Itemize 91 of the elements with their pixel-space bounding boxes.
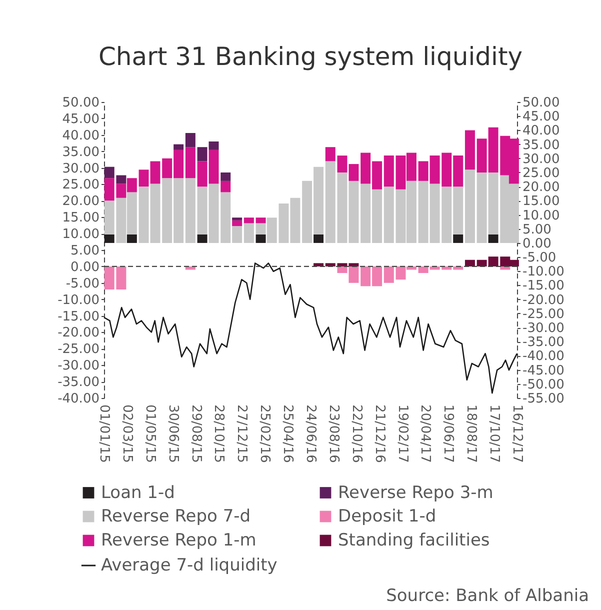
x-tick-label: 18/08/17: [464, 404, 479, 463]
bar: [232, 220, 242, 226]
bar: [256, 218, 266, 224]
bar: [185, 133, 196, 148]
y-tick-label: -40.00: [58, 392, 100, 406]
y2-tick-label: 40.00: [522, 124, 560, 139]
bar: [464, 260, 475, 266]
y2-tick-label: 45.00: [522, 110, 560, 125]
y-tick-label: 45.00: [62, 112, 100, 127]
y-tick-label: -30.00: [58, 358, 100, 374]
x-tick-label: 25/04/16: [280, 404, 296, 463]
y2-tick-label: -10.00: [522, 264, 564, 280]
bar: [314, 234, 324, 243]
legend-label: Reverse Repo 1-m: [101, 530, 256, 550]
y-tick-label: -10.00: [58, 292, 100, 308]
y2-tick-label: 50.00: [522, 96, 560, 110]
x-tick-label: 19/06/17: [440, 404, 456, 463]
bar: [244, 218, 254, 224]
bar: [464, 130, 475, 170]
bar: [453, 234, 464, 243]
y-tick-label: 5.00: [70, 244, 100, 258]
y2-tick-label: -5.00: [522, 250, 556, 266]
bar: [244, 223, 254, 243]
y2-tick-label: 25.00: [522, 166, 560, 181]
y2-tick-label: -50.00: [522, 377, 564, 392]
y2-tick-label: -25.00: [522, 306, 564, 322]
x-tick-label: 27/12/15: [234, 404, 250, 463]
y2-tick-label: -20.00: [522, 292, 564, 308]
x-tick-label: 02/03/15: [119, 404, 134, 463]
y-tick-label: -5.00: [66, 276, 100, 292]
legend-label: Loan 1-d: [101, 482, 175, 503]
bar: [185, 147, 196, 178]
y-tick-label: -15.00: [58, 309, 100, 324]
x-tick-label: 22/10/16: [348, 404, 364, 463]
y2-tick-label: 5.00: [522, 222, 552, 238]
y2-tick-label: -30.00: [522, 321, 564, 336]
line-series: [103, 262, 518, 394]
x-tick-label: 20/04/17: [418, 404, 433, 463]
y-tick-label: 40.00: [62, 128, 100, 144]
bar: [104, 234, 114, 243]
y2-tick-label: 15.00: [522, 194, 560, 210]
y2-tick-label: -55.00: [522, 392, 564, 406]
x-tick-label: 01/05/15: [142, 404, 158, 463]
bar: [314, 263, 324, 266]
x-tick-label: 17/10/17: [486, 404, 502, 463]
x-tick-label: 16/12/17: [510, 404, 524, 463]
y-tick-label: 50.00: [62, 96, 100, 110]
bar: [185, 178, 196, 243]
bar: [174, 144, 184, 150]
y2-tick-label: -45.00: [522, 363, 564, 378]
y-tick-label: -25.00: [58, 342, 100, 358]
y2-tick-label: 10.00: [522, 208, 560, 224]
x-tick-label: 28/10/15: [211, 404, 226, 463]
legend-label: Deposit 1-d: [338, 506, 436, 526]
chart-title: Chart 31 Banking system liquidity: [98, 42, 523, 71]
x-tick-label: 21/12/16: [372, 404, 387, 463]
bar: [232, 218, 242, 220]
legend-label: Reverse Repo 7-d: [101, 506, 251, 526]
x-tick-label: 29/08/15: [188, 404, 204, 463]
y-tick-label: 15.00: [62, 210, 100, 226]
bar: [126, 234, 137, 243]
y2-tick-label: -15.00: [522, 278, 564, 294]
y2-tick-label: 30.00: [522, 152, 560, 167]
y2-tick-label: -40.00: [522, 349, 564, 364]
legend-label: Average 7-d liquidity: [101, 556, 278, 576]
bar: [488, 234, 498, 243]
bar: [256, 234, 266, 243]
legend-label: Standing facilities: [338, 530, 490, 550]
y-tick-label: 30.00: [62, 161, 100, 176]
x-tick-label: 19/02/17: [394, 404, 410, 463]
legend-label: Reverse Repo 3-m: [338, 482, 494, 503]
bar: [220, 172, 231, 181]
y-tick-label: 20.00: [62, 194, 100, 210]
x-tick-label: 30/06/15: [165, 404, 180, 463]
x-tick-label: 01/01/15: [96, 404, 112, 463]
y2-tick-label: 0.00: [522, 236, 552, 252]
y-tick-label: -20.00: [58, 326, 100, 341]
x-tick-label: 24/06/16: [303, 404, 318, 463]
y2-tick-label: 35.00: [522, 138, 560, 153]
y-tick-label: 25.00: [62, 178, 100, 193]
x-tick-label: 23/08/16: [326, 404, 341, 463]
y-tick-label: 35.00: [62, 144, 100, 160]
source-note: Source: Bank of Albania: [386, 586, 589, 606]
bar: [464, 170, 475, 243]
y-tick-label: -35.00: [58, 375, 100, 390]
bar: [197, 234, 208, 243]
y-tick-label: 10.00: [62, 227, 100, 242]
x-tick-label: 25/02/16: [257, 404, 272, 463]
y2-tick-label: -35.00: [522, 335, 564, 350]
y-tick-label: 0.00: [70, 260, 100, 275]
y2-tick-label: 20.00: [522, 180, 560, 196]
